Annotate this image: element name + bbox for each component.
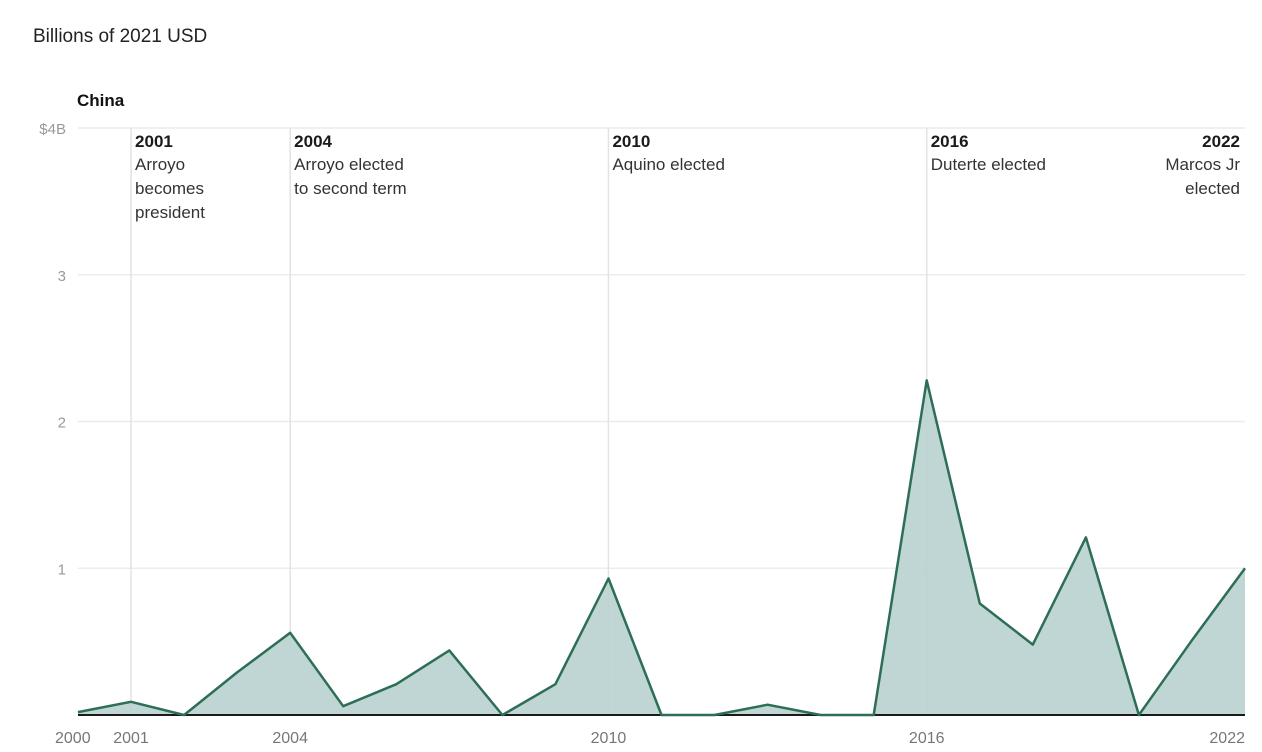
annotations: 2001 Arroyo becomes president 2004 Arroyo ele… [135,132,1240,222]
series-title: China [77,91,125,110]
y-tick-label-0: $4B [39,121,66,138]
y-tick-label-2: 2 [58,415,66,432]
annotation-year-2004: 2004 [294,132,332,151]
x-tick-label-2016: 2016 [909,730,945,747]
y-tick-label-1: 3 [58,268,66,285]
annotation-text-2004-0: Arroyo elected [294,155,404,174]
x-axis-ticks: 2000 2001 2004 2010 2016 2022 [55,730,1245,747]
annotation-text-2010-0: Aquino elected [612,155,724,174]
x-tick-label-2000: 2000 [55,730,91,747]
annotation-text-2001-2: president [135,203,205,222]
annotation-text-2004-1: to second term [294,179,406,198]
annotation-year-2022: 2022 [1202,132,1240,151]
annotation-text-2001-1: becomes [135,179,204,198]
annotation-year-2016: 2016 [931,132,969,151]
annotation-year-2010: 2010 [612,132,650,151]
x-tick-label-2004: 2004 [272,730,308,747]
area-fill [78,380,1245,715]
x-tick-label-2022: 2022 [1209,730,1245,747]
annotation-text-2022-1: elected [1185,179,1240,198]
annotation-text-2022-0: Marcos Jr [1165,155,1240,174]
chart-subtitle: Billions of 2021 USD [33,26,207,47]
y-axis-ticks: $4B 3 2 1 [39,121,66,578]
x-tick-label-2010: 2010 [591,730,627,747]
gridlines [78,127,1245,569]
area-series [77,379,1247,717]
y-tick-label-3: 1 [58,561,66,578]
annotation-text-2001-0: Arroyo [135,155,185,174]
annotation-year-2001: 2001 [135,132,173,151]
annotation-text-2016-0: Duterte elected [931,155,1046,174]
x-tick-label-2001: 2001 [113,730,149,747]
